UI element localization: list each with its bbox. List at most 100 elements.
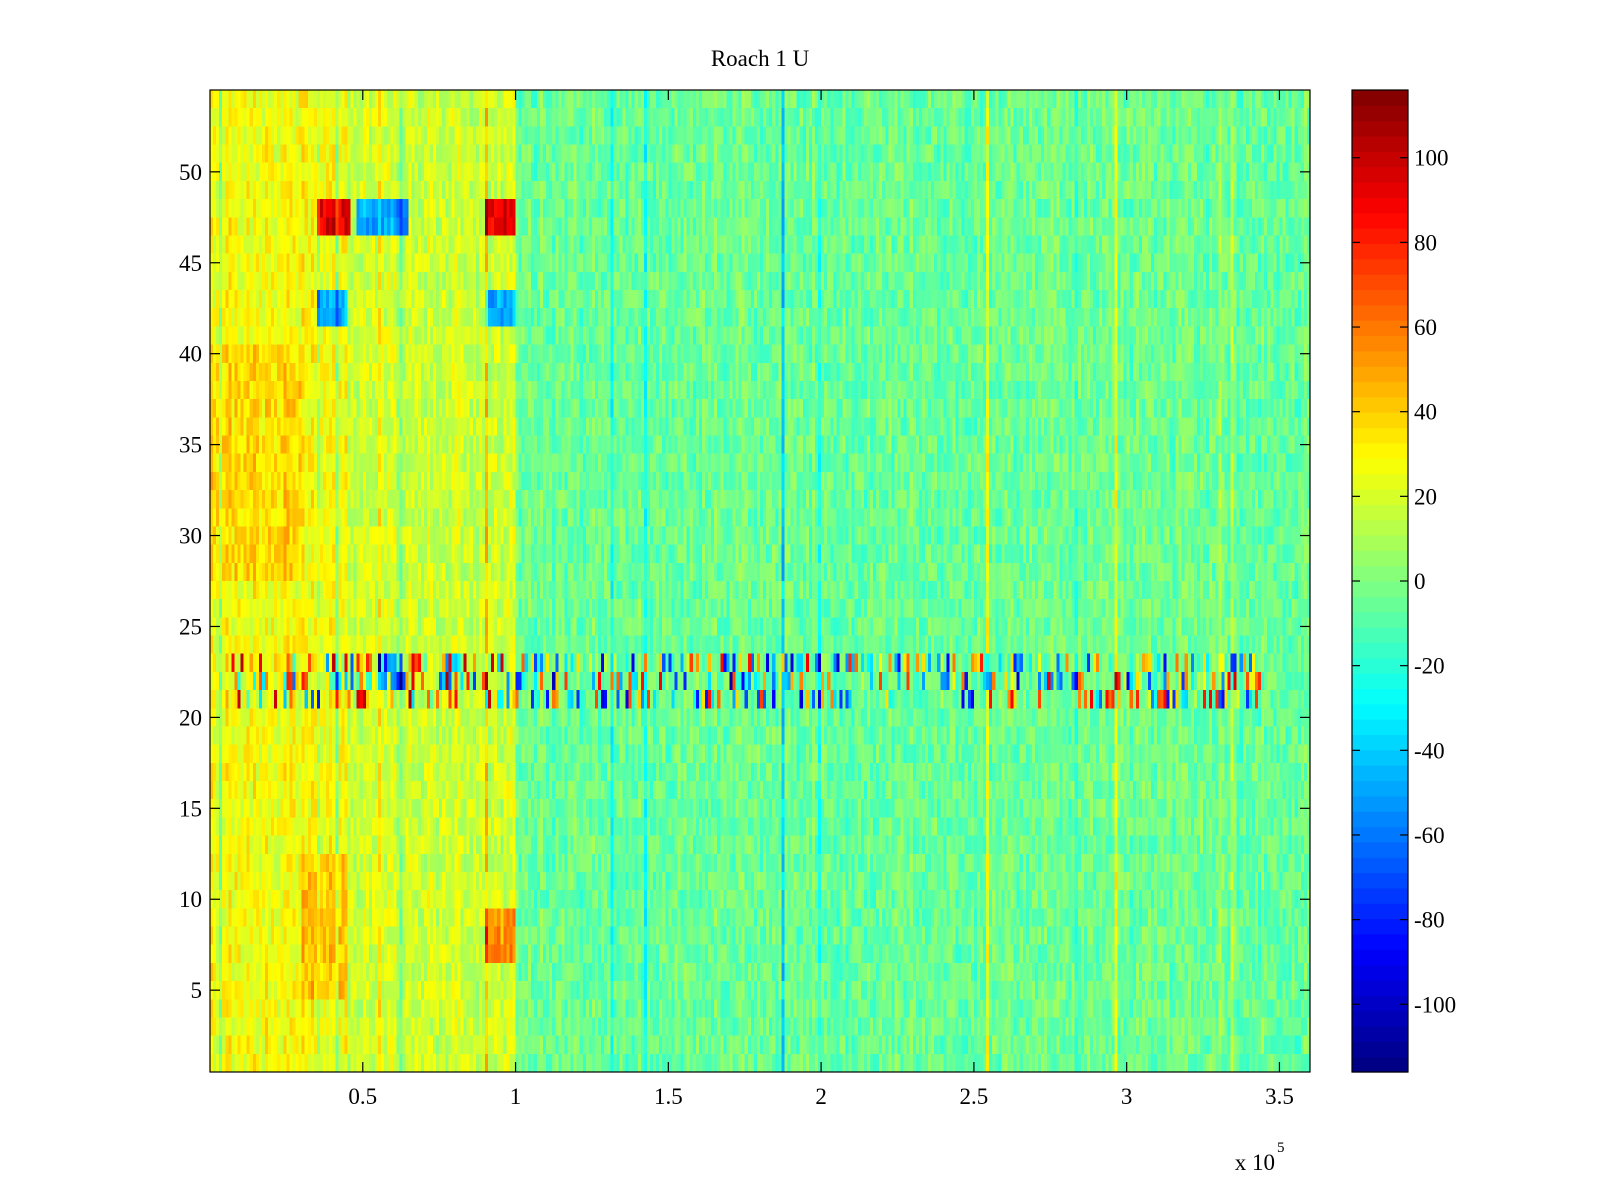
colorbar-segment <box>1352 105 1408 122</box>
y-tick-label: 35 <box>179 433 202 458</box>
colorbar-segment <box>1352 887 1408 904</box>
colorbar-segment <box>1352 611 1408 628</box>
x-axis-exponent-label: x 10 <box>1235 1150 1275 1175</box>
colorbar-segment <box>1352 366 1408 383</box>
colorbar-tick-label: 60 <box>1414 315 1437 340</box>
colorbar-segment <box>1352 688 1408 705</box>
colorbar-segment <box>1352 258 1408 275</box>
colorbar: -100 -80 -60 -40 -20 0 20 40 60 80 100 <box>1351 89 1456 1073</box>
colorbar-tick-label: -40 <box>1414 738 1445 763</box>
x-tick-label: 2.5 <box>960 1084 989 1109</box>
y-tick-label: 15 <box>179 796 202 821</box>
colorbar-segment <box>1352 673 1408 690</box>
colorbar-segment <box>1352 458 1408 475</box>
x-tick-label: 3.5 <box>1265 1084 1294 1109</box>
colorbar-segment <box>1352 995 1408 1012</box>
colorbar-segment <box>1352 289 1408 306</box>
colorbar-segment <box>1352 1010 1408 1027</box>
x-axis-exponent-power: 5 <box>1277 1140 1285 1156</box>
x-tick-label: 1.5 <box>654 1084 683 1109</box>
colorbar-segment <box>1352 412 1408 429</box>
colorbar-segment <box>1352 795 1408 812</box>
colorbar-segment <box>1352 120 1408 137</box>
colorbar-segment <box>1352 627 1408 643</box>
colorbar-segment <box>1352 228 1408 245</box>
heatmap-cells <box>210 90 1310 1072</box>
colorbar-segment <box>1352 442 1408 459</box>
colorbar-segment <box>1352 473 1408 490</box>
colorbar-segment <box>1352 1056 1408 1073</box>
heatmap-axes: 0.5 1 1.5 2 2.5 3 3.5 5 10 15 20 25 30 35 40 45 50 <box>179 89 1311 1109</box>
colorbar-segment <box>1352 964 1408 981</box>
colorbar-segment <box>1352 657 1408 674</box>
y-tick-label: 10 <box>179 887 202 912</box>
colorbar-segment <box>1352 949 1408 966</box>
colorbar-segment <box>1352 979 1408 996</box>
plot-frame <box>209 89 1311 1073</box>
colorbar-tick-label: 20 <box>1414 484 1437 509</box>
y-tick-label: 45 <box>179 251 202 276</box>
colorbar-segment <box>1352 519 1408 536</box>
colorbar-segment <box>1352 350 1408 367</box>
colorbar-tick-label: -80 <box>1414 908 1445 933</box>
colorbar-segment <box>1352 703 1408 720</box>
y-tick-label: 40 <box>179 342 202 367</box>
colorbar-segment <box>1352 197 1408 214</box>
heatmap-plot-area <box>210 90 1310 1072</box>
colorbar-segment <box>1352 596 1408 613</box>
x-tick-label: 3 <box>1121 1084 1133 1109</box>
colorbar-segment <box>1352 857 1408 874</box>
colorbar-segment <box>1352 320 1408 337</box>
colorbar-segment <box>1352 719 1408 736</box>
colorbar-segment <box>1352 841 1408 858</box>
colorbar-tick-label: 80 <box>1414 230 1437 255</box>
colorbar-tick-label: 100 <box>1414 146 1449 171</box>
x-tick-label: 0.5 <box>348 1084 377 1109</box>
colorbar-segment <box>1352 274 1408 291</box>
colorbar-segment <box>1352 581 1408 597</box>
colorbar-tick-label: 0 <box>1414 569 1426 594</box>
colorbar-segment <box>1352 166 1408 183</box>
colorbar-segment <box>1352 427 1408 444</box>
colorbar-tick-label: -20 <box>1414 654 1445 679</box>
y-tick-label: 25 <box>179 614 202 639</box>
colorbar-segment <box>1352 90 1408 106</box>
colorbar-segment <box>1352 488 1408 505</box>
colorbar-segment <box>1352 534 1408 551</box>
colorbar-segment <box>1352 642 1408 659</box>
colorbar-segment <box>1352 504 1408 521</box>
colorbar-segment <box>1352 1025 1408 1042</box>
colorbar-segment <box>1352 335 1408 352</box>
colorbar-segment <box>1352 381 1408 398</box>
colorbar-tick-label: -100 <box>1414 992 1456 1017</box>
colorbar-segment <box>1352 918 1408 935</box>
y-tick-label: 50 <box>179 160 202 185</box>
colorbar-segment <box>1352 811 1408 828</box>
colorbar-segment <box>1352 903 1408 920</box>
colorbar-segment <box>1352 396 1408 413</box>
y-tick-label: 20 <box>179 705 202 730</box>
colorbar-segment <box>1352 136 1408 152</box>
colorbar-segment <box>1352 212 1408 229</box>
colorbar-segment <box>1352 182 1408 199</box>
colorbar-segment <box>1352 826 1408 843</box>
colorbar-segment <box>1352 304 1408 321</box>
colorbar-segment <box>1352 243 1408 260</box>
colorbar-segment <box>1352 151 1408 168</box>
y-tick-label: 30 <box>179 524 202 549</box>
colorbar-tick-label: -60 <box>1414 823 1445 848</box>
x-tick-label: 2 <box>815 1084 827 1109</box>
colorbar-segment <box>1352 765 1408 782</box>
colorbar-segment <box>1352 872 1408 889</box>
chart-title: Roach 1 U <box>711 46 810 71</box>
colorbar-segment <box>1352 565 1408 582</box>
colorbar-segment <box>1352 734 1408 751</box>
colorbar-segment <box>1352 933 1408 950</box>
colorbar-segment <box>1352 1041 1408 1058</box>
colorbar-segment <box>1352 780 1408 797</box>
colorbar-tick-label: 40 <box>1414 400 1437 425</box>
colorbar-segment <box>1352 749 1408 766</box>
colorbar-segment <box>1352 550 1408 567</box>
y-tick-label: 5 <box>191 978 203 1003</box>
